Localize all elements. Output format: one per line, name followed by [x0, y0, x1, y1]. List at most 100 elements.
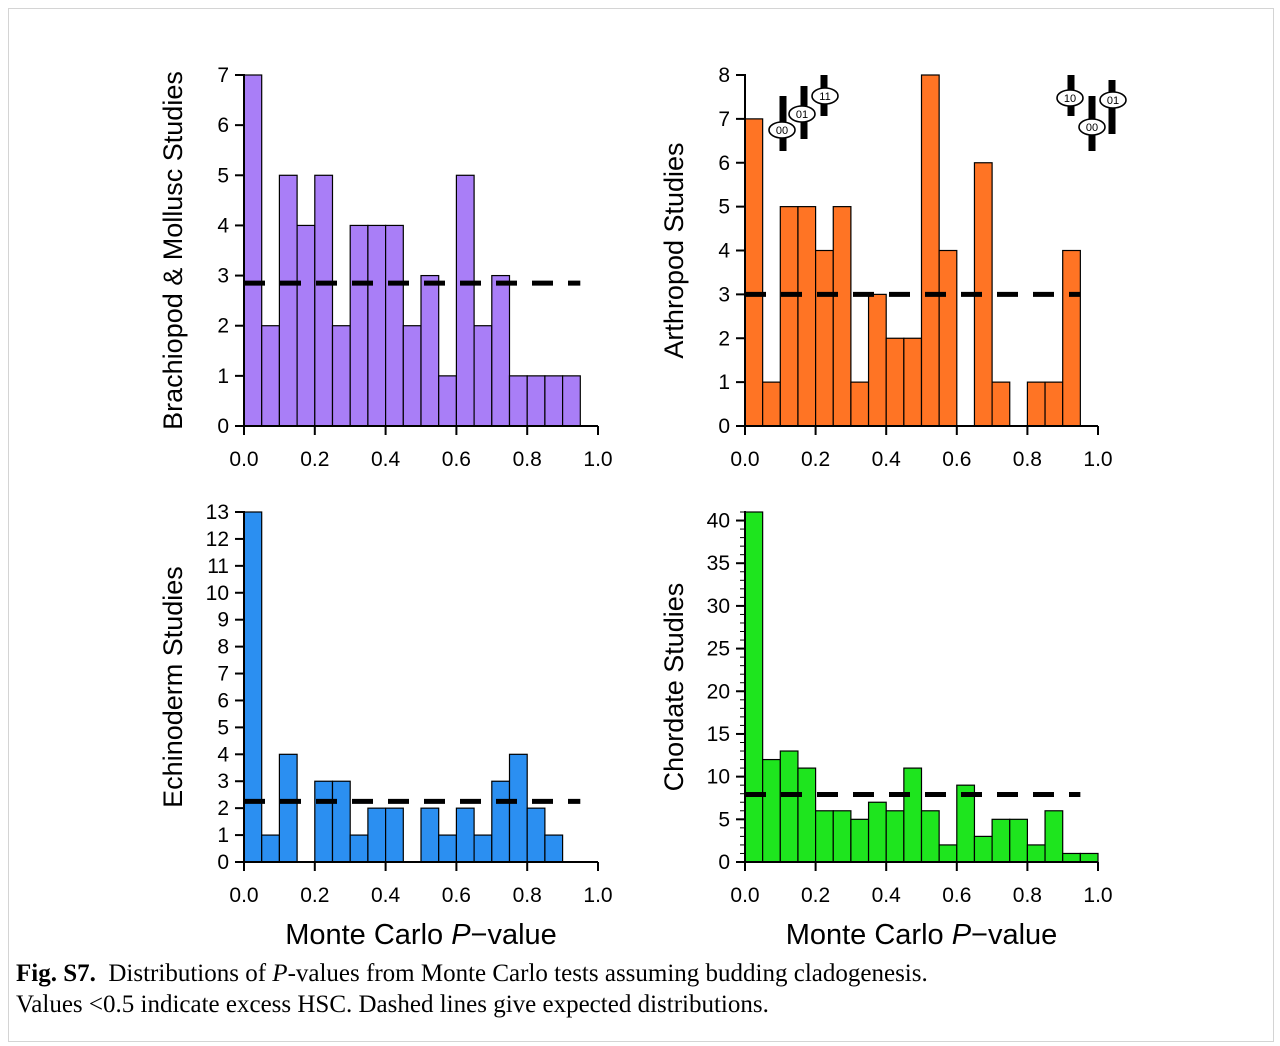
y-tick-label: 0	[718, 415, 730, 438]
bar	[779, 750, 799, 863]
x-tick-label: 0.6	[442, 448, 471, 471]
tree-node-label: 11	[819, 91, 830, 103]
y-tick-label: 2	[217, 315, 229, 338]
bar	[1079, 852, 1099, 863]
bar	[314, 780, 334, 863]
x-tick-label: 0.0	[229, 448, 258, 471]
x-tick-label: 0.6	[942, 884, 971, 907]
y-tick-label: 3	[217, 770, 229, 793]
bar	[885, 337, 905, 427]
bar	[438, 834, 458, 863]
y-axis-label: Echinoderm Studies	[158, 566, 188, 808]
tree-node-label: 10	[1064, 93, 1076, 105]
bar	[1062, 249, 1081, 427]
y-tick-label: 8	[718, 64, 730, 87]
y-tick-label: 13	[206, 501, 229, 524]
tree-icon-left: 00 01 11	[768, 75, 839, 151]
bar	[744, 511, 764, 863]
bar	[278, 753, 298, 863]
bar	[349, 224, 369, 427]
caption-line-1: Fig. S7. Distributions of P-values from …	[16, 958, 1256, 989]
bar	[920, 810, 940, 863]
bar	[278, 174, 298, 427]
caption-label: Fig. S7.	[16, 960, 96, 987]
caption-text-after: -values from Monte Carlo tests assuming …	[287, 960, 928, 987]
bar	[420, 807, 440, 863]
tree-node	[1056, 89, 1084, 107]
tree-node	[811, 87, 839, 105]
bar	[526, 375, 546, 427]
x-tick-label: 0.0	[730, 884, 759, 907]
tree-node-label: 00	[1086, 122, 1098, 134]
bar	[473, 834, 493, 863]
x-tick-label: 0.8	[1013, 448, 1042, 471]
bar	[867, 801, 887, 863]
bar	[991, 818, 1011, 863]
y-tick-label: 6	[217, 114, 229, 137]
x-tick-label: 1.0	[583, 884, 612, 907]
x-axis-label: Monte Carlo P−value	[285, 919, 557, 951]
bar	[850, 818, 870, 863]
bar	[438, 375, 458, 427]
bar	[814, 249, 834, 427]
y-tick-label: 11	[207, 555, 229, 578]
tree-node	[788, 105, 816, 123]
bar	[867, 293, 887, 427]
bar	[508, 753, 528, 863]
bar	[508, 375, 528, 427]
chart-top-left: 0 1 2 3 4 5 6 7 0.0 0.2 0.4 0.6 0.8 1.0 Brachiopod & M…	[158, 64, 613, 471]
y-tick-label: 10	[707, 766, 730, 789]
bar	[296, 224, 316, 427]
x-tick-label: 0.8	[1013, 884, 1042, 907]
bar	[973, 835, 993, 863]
x-tick-label: 1.0	[583, 448, 612, 471]
y-tick-label: 7	[217, 663, 229, 686]
y-tick-label: 0	[718, 851, 730, 874]
y-tick-label: 20	[707, 680, 730, 703]
bar	[903, 767, 923, 863]
x-tick-label: 1.0	[1083, 448, 1112, 471]
y-tick-label: 1	[718, 371, 730, 394]
bar	[762, 381, 781, 427]
x-tick-label: 0.4	[872, 884, 902, 907]
y-tick-label: 30	[707, 595, 730, 618]
x-tick-label: 0.8	[513, 884, 542, 907]
bar	[367, 224, 387, 427]
y-tick-label: 7	[718, 108, 730, 131]
bar	[491, 274, 511, 427]
y-tick-label: 6	[718, 152, 730, 175]
bar	[938, 249, 958, 427]
bar	[850, 381, 870, 427]
x-tick-label: 0.8	[513, 448, 542, 471]
y-tick-label: 5	[718, 196, 730, 219]
bar	[367, 807, 387, 863]
bar	[314, 174, 334, 427]
chart-bottom-right: 0 5 10 15 20 25 30 35 40 0.0 0.2 0.4 0.6 0.8 1.0 Chorda…	[659, 510, 1113, 951]
bar	[544, 375, 564, 427]
y-tick-label: 5	[217, 716, 229, 739]
y-tick-label: 0	[217, 415, 229, 438]
tree-icon-right: 10 00 01	[1056, 75, 1127, 151]
y-axis-label: Arthropod Studies	[659, 142, 689, 358]
y-tick-label: 15	[707, 723, 730, 746]
y-tick-label: 9	[217, 609, 229, 632]
x-tick-label: 0.0	[730, 448, 759, 471]
caption-line-2: Values <0.5 indicate excess HSC. Dashed …	[16, 991, 769, 1018]
bar	[779, 206, 799, 427]
y-tick-label: 8	[217, 636, 229, 659]
y-tick-label: 1	[217, 824, 229, 847]
tree-node-label: 01	[1107, 95, 1119, 107]
bar	[1009, 818, 1028, 863]
y-tick-label: 12	[206, 528, 229, 551]
bar	[814, 810, 834, 863]
bar	[920, 74, 940, 427]
bar	[473, 325, 493, 427]
bar	[385, 224, 404, 427]
bar	[491, 780, 511, 863]
x-tick-label: 0.4	[371, 884, 401, 907]
bar	[1044, 810, 1064, 863]
y-tick-label: 6	[217, 689, 229, 712]
x-tick-label: 0.2	[300, 448, 329, 471]
